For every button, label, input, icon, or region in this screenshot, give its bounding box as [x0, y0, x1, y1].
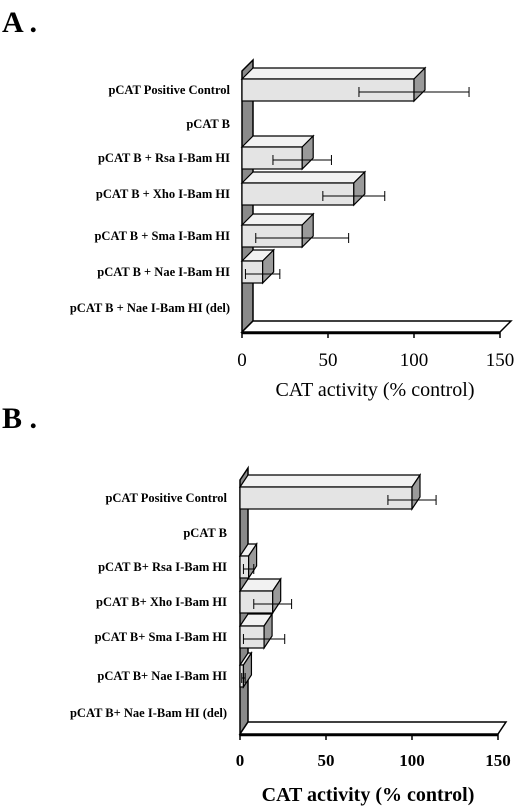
- bar-front-face: [239, 590, 274, 614]
- bar-side-face: [301, 212, 314, 249]
- category-label: pCAT B + Xho I-Bam HI: [96, 187, 230, 201]
- category-label: pCAT B+ Rsa I-Bam HI: [98, 560, 227, 574]
- bar: [238, 651, 253, 689]
- bar: [238, 542, 258, 580]
- bar-top-face: [240, 67, 427, 80]
- panel-label: B .: [2, 402, 37, 435]
- bar-side-face: [262, 248, 275, 285]
- x-tick-label: 150: [485, 751, 511, 770]
- category-label: pCAT B+ Xho I-Bam HI: [96, 595, 227, 609]
- category-label: pCAT Positive Control: [105, 491, 227, 505]
- category-label: pCAT B + Rsa I-Bam HI: [98, 151, 230, 165]
- bar-front-face: [241, 78, 415, 102]
- bar: [240, 170, 386, 207]
- bar-side-face: [301, 134, 314, 171]
- category-label: pCAT B + Sma I-Bam HI: [94, 229, 230, 243]
- panel-label: A .: [2, 6, 37, 39]
- axis-floor: [238, 721, 508, 735]
- x-axis-label: CAT activity (% control): [275, 379, 474, 401]
- category-label: pCAT Positive Control: [108, 83, 230, 97]
- bar: [238, 612, 286, 650]
- x-tick-label: 50: [318, 751, 335, 770]
- bar: [238, 577, 293, 615]
- category-label: pCAT B + Nae I-Bam HI (del): [70, 301, 230, 315]
- category-label: pCAT B: [186, 117, 230, 131]
- category-label: pCAT B+ Nae I-Bam HI (del): [70, 706, 227, 720]
- bar-top-face: [240, 171, 367, 184]
- category-label: pCAT B+ Sma I-Bam HI: [95, 630, 228, 644]
- bar: [240, 134, 332, 171]
- bar-front-face: [241, 224, 303, 248]
- bar-side-face: [353, 170, 366, 207]
- bar: [240, 212, 350, 249]
- x-tick-label: 50: [319, 350, 338, 371]
- bar: [240, 66, 470, 103]
- x-tick-label: 0: [236, 751, 245, 770]
- bar-side-face: [413, 66, 426, 103]
- x-tick-label: 100: [399, 751, 425, 770]
- axis-floor: [240, 320, 513, 333]
- chart-panel-a: A . 0 50 100 150 CAT activity (% control) pCAT…: [2, 6, 514, 401]
- bar-front-face: [241, 146, 303, 170]
- x-tick-label: 150: [486, 350, 515, 371]
- bar: [238, 473, 437, 511]
- bar-top-face: [238, 474, 422, 488]
- x-tick-label: 0: [237, 350, 247, 371]
- x-tick-label: 100: [400, 350, 429, 371]
- bar: [240, 248, 281, 285]
- category-label: pCAT B+ Nae I-Bam HI: [97, 669, 227, 683]
- category-label: pCAT B + Nae I-Bam HI: [97, 265, 230, 279]
- bar-front-face: [239, 486, 413, 510]
- chart-panel-b: B . 0 50 100 150 CAT activity (% control) pCAT…: [2, 402, 511, 806]
- x-axis-label: CAT activity (% control): [262, 784, 475, 806]
- bar-top-face: [240, 135, 315, 148]
- bar-front-face: [241, 182, 355, 206]
- bar-top-face: [240, 213, 315, 226]
- category-label: pCAT B: [183, 526, 227, 540]
- bar-front-face: [239, 555, 250, 579]
